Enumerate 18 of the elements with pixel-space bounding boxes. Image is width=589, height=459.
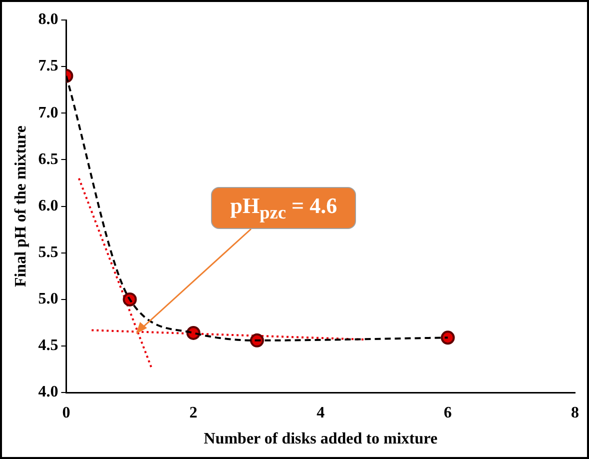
x-axis-title: Number of disks added to mixture: [204, 430, 438, 448]
y-tick-label: 8.0: [38, 11, 58, 28]
y-tick-label: 4.5: [38, 337, 58, 354]
y-tick-label: 6.5: [38, 150, 58, 168]
x-tick-label: 4: [316, 404, 325, 422]
x-tick-label: 8: [571, 404, 579, 422]
y-tick-label: 5.5: [38, 244, 58, 262]
y-axis-title: Final pH of the mixture: [12, 126, 30, 288]
y-tick-label: 5.0: [38, 290, 58, 308]
x-tick-label: 2: [189, 404, 198, 422]
y-tick-label: 7.5: [38, 58, 58, 75]
point: [440, 330, 455, 345]
y-tick-label: 7.0: [38, 104, 58, 122]
x-tick-label: 0: [62, 404, 70, 422]
annotation: pH$_{pzc}$ = 4.6: [230, 192, 338, 224]
y-tick-label: 4.0: [38, 384, 58, 401]
y-tick-label: 6.0: [38, 197, 58, 214]
x-tick-label: 6: [444, 404, 452, 422]
